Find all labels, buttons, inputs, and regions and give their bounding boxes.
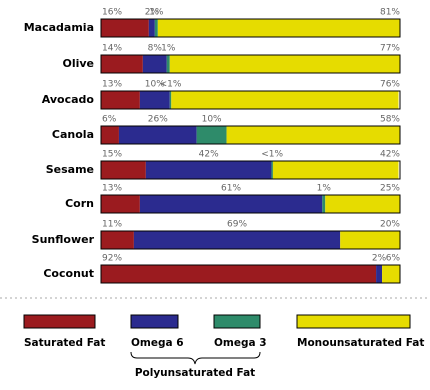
value-label: 42%	[380, 150, 400, 160]
value-label: 11%	[102, 220, 122, 230]
bar-segment	[101, 195, 140, 213]
value-label: 10%	[202, 115, 222, 125]
bar-segment	[272, 161, 399, 179]
legend-swatch	[130, 314, 179, 329]
bar-outline	[100, 90, 401, 110]
value-label: 26%	[148, 115, 168, 125]
row-label: Coconut	[43, 267, 94, 280]
bar-outline	[100, 264, 401, 284]
value-label: 81%	[380, 8, 400, 18]
bar-segment	[196, 126, 227, 144]
value-label: 1%	[161, 44, 176, 54]
legend-bracket	[130, 351, 261, 365]
bar-segment	[166, 55, 170, 73]
legend-swatch	[23, 314, 96, 329]
bar-segment	[325, 195, 400, 213]
bar-outline	[100, 230, 401, 250]
bar-segment	[154, 19, 158, 37]
row-label: Olive	[62, 57, 94, 70]
bar-segment	[148, 19, 155, 37]
bar-segment	[101, 19, 149, 37]
value-label: 58%	[380, 115, 400, 125]
legend-label: Omega 6	[131, 337, 184, 349]
value-label: 42%	[199, 150, 219, 160]
bar-segment	[376, 265, 383, 283]
value-label: 1%	[149, 8, 164, 18]
bar-segment	[101, 91, 140, 109]
legend-label: Omega 3	[214, 337, 267, 349]
row-label: Sunflower	[32, 233, 95, 246]
value-label: 92%	[102, 254, 122, 264]
legend-label: Monounsaturated Fat	[297, 337, 424, 349]
value-label: 13%	[102, 184, 122, 194]
value-label: 8%	[148, 44, 163, 54]
value-label: 61%	[221, 184, 241, 194]
bar-segment	[101, 265, 377, 283]
bar-segment	[101, 55, 143, 73]
bar-segment	[101, 126, 119, 144]
value-label: 2%	[145, 8, 160, 18]
bar-segment	[142, 55, 167, 73]
value-label: <1%	[160, 80, 182, 90]
bar-segment	[226, 126, 400, 144]
value-label: 1%	[317, 184, 332, 194]
value-label: 69%	[227, 220, 247, 230]
value-label: 25%	[380, 184, 400, 194]
bar-segment	[101, 161, 146, 179]
row-label: Corn	[65, 197, 94, 210]
bar-segment	[101, 231, 134, 249]
bar-segment	[382, 265, 400, 283]
value-label: 10%	[145, 80, 165, 90]
bar-outline	[100, 160, 401, 180]
value-label: 6%	[102, 115, 117, 125]
value-label: 2%	[372, 254, 387, 264]
value-label: 20%	[380, 220, 400, 230]
bar-segment	[322, 195, 326, 213]
value-label: <1%	[261, 150, 283, 160]
bar-segment	[145, 161, 272, 179]
bar-segment	[169, 91, 172, 109]
legend-swatch	[296, 314, 411, 329]
row-label: Sesame	[46, 163, 94, 176]
bar-segment	[271, 161, 273, 179]
value-label: 76%	[380, 80, 400, 90]
bar-outline	[100, 194, 401, 214]
value-label: 77%	[380, 44, 400, 54]
bar-segment	[118, 126, 197, 144]
row-label: Avocado	[42, 93, 95, 106]
value-label: 13%	[102, 80, 122, 90]
value-label: 14%	[102, 44, 122, 54]
bar-segment	[139, 91, 170, 109]
legend-label: Saturated Fat	[24, 337, 105, 349]
value-label: 6%	[386, 254, 401, 264]
bar-segment	[133, 231, 341, 249]
bar-segment	[340, 231, 400, 249]
bar-segment	[171, 91, 399, 109]
bar-segment	[139, 195, 323, 213]
bar-outline	[100, 54, 401, 74]
value-label: 16%	[102, 8, 122, 18]
legend-group-label: Polyunsaturated Fat	[135, 367, 255, 379]
value-label: 15%	[102, 150, 122, 160]
row-label: Canola	[52, 128, 94, 141]
bar-outline	[100, 125, 401, 145]
row-label: Macadamia	[24, 21, 94, 34]
bar-segment	[169, 55, 400, 73]
legend-swatch	[213, 314, 261, 329]
bar-outline	[100, 18, 401, 38]
bar-segment	[157, 19, 400, 37]
